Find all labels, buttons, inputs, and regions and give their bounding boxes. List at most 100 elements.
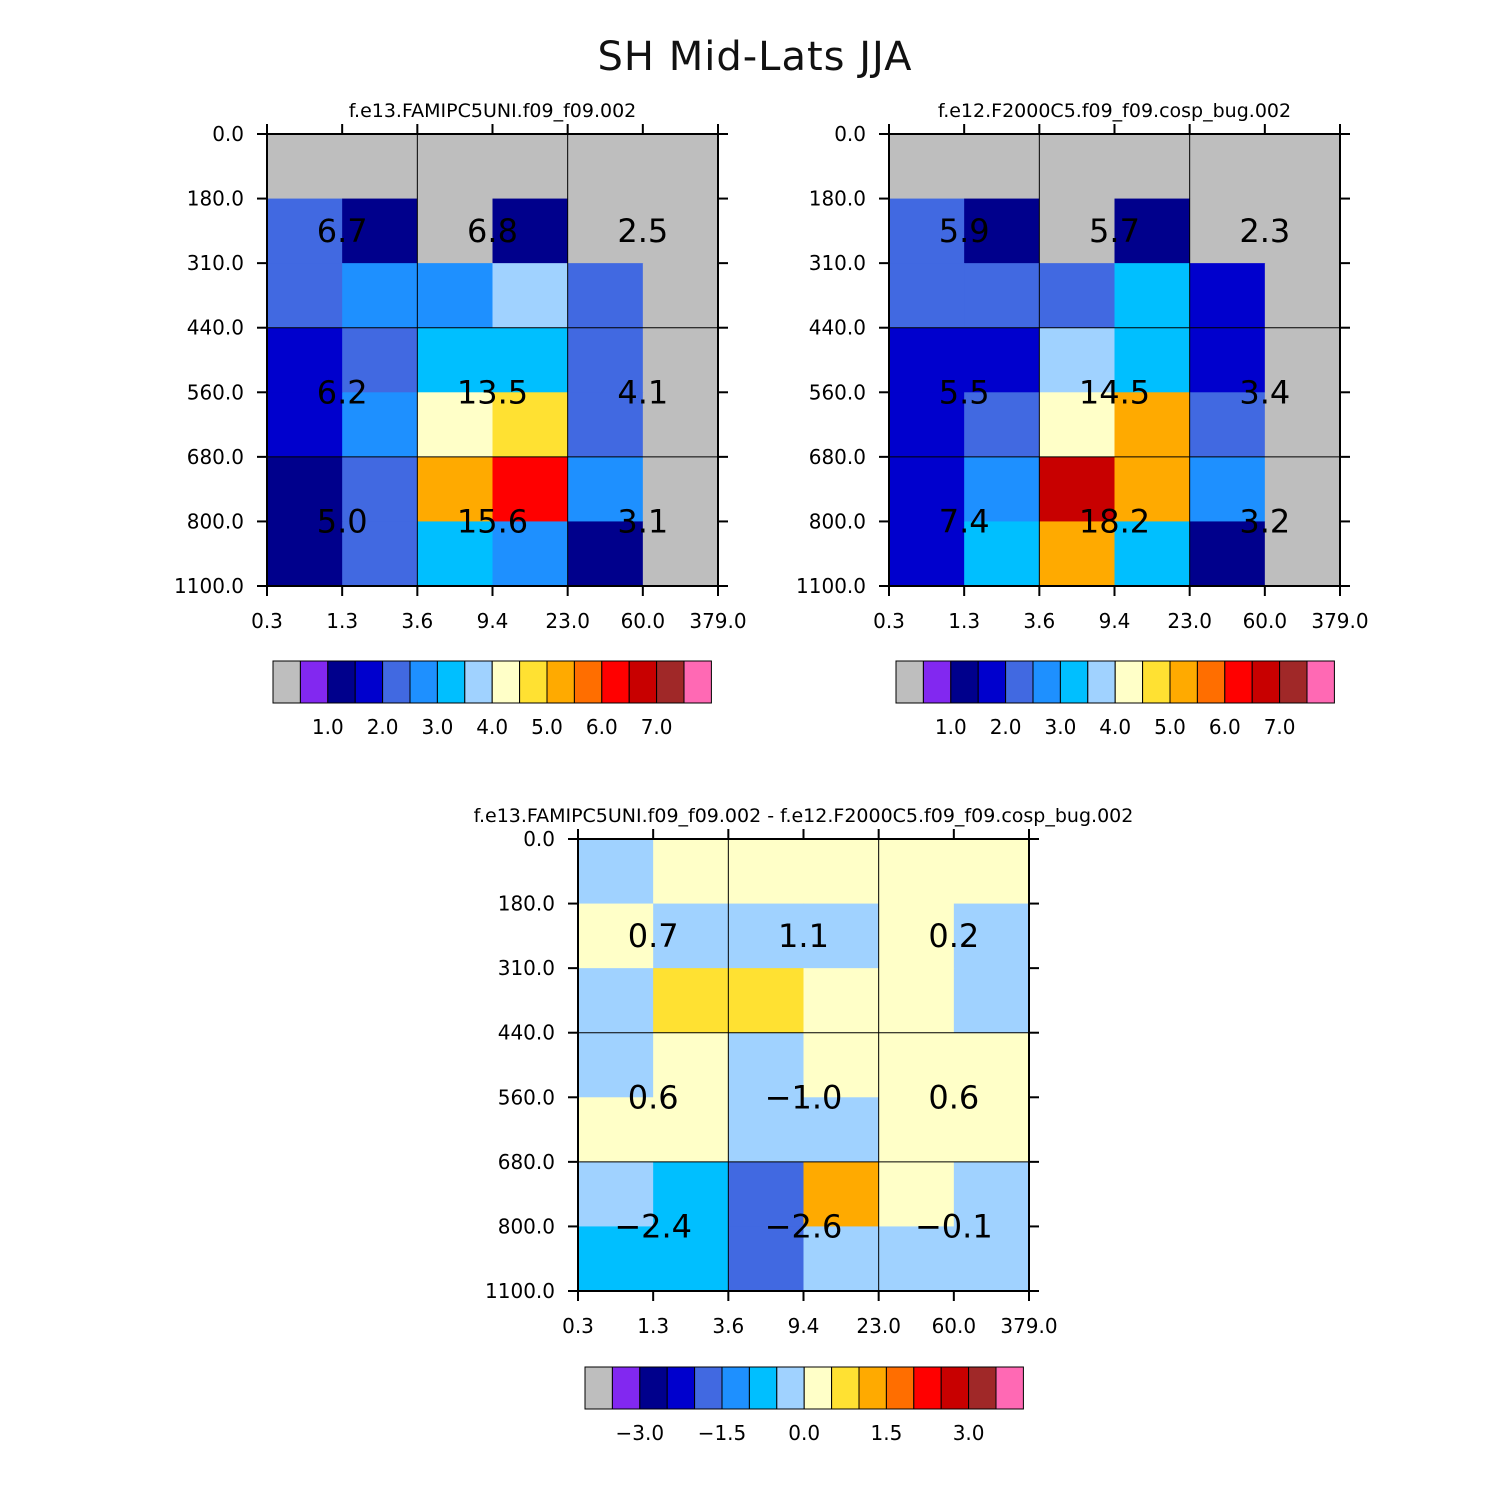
y-tick-label: 440.0 — [809, 316, 866, 340]
x-tick-label: 60.0 — [1243, 609, 1288, 633]
colorbar-label: 1.0 — [312, 715, 344, 739]
y-tick-label: 680.0 — [187, 445, 244, 469]
colorbar-label: 3.0 — [1044, 715, 1076, 739]
heatmap-cell — [653, 1032, 729, 1098]
heatmap-cell — [803, 968, 880, 1034]
heatmap-cell — [492, 198, 569, 264]
heatmap-cell — [1189, 327, 1266, 393]
heatmap-cell — [342, 456, 418, 523]
heatmap-cell — [1114, 456, 1191, 523]
heatmap-cell — [567, 456, 644, 523]
colorbar-swatch — [922, 660, 952, 704]
colorbar-swatch — [464, 660, 493, 704]
figure-title: SH Mid-Lats JJA — [597, 34, 913, 80]
heatmap-cell — [728, 903, 805, 969]
x-tick-label: 1.3 — [637, 1314, 669, 1338]
heatmap-cell — [1264, 327, 1341, 393]
x-tick-label: 23.0 — [1167, 609, 1212, 633]
heatmap-cell — [803, 839, 880, 905]
heatmap-cell — [578, 1032, 654, 1098]
colorbar-swatch — [573, 660, 603, 704]
colorbar-swatch — [1196, 660, 1226, 704]
colorbar-swatch — [831, 1366, 860, 1410]
colorbar-swatch — [327, 660, 356, 704]
heatmap-cell — [803, 903, 880, 969]
heatmap-cell — [803, 1097, 880, 1163]
heatmap-cell — [492, 392, 569, 458]
heatmap-cell — [964, 456, 1040, 523]
heatmap-cell — [578, 1097, 654, 1163]
box-value-label: 0.7 — [628, 917, 679, 955]
colorbar-swatch — [683, 660, 712, 704]
colorbar-swatch — [1005, 660, 1034, 704]
colorbar-swatch — [885, 1366, 915, 1410]
heatmap-cell — [642, 134, 719, 200]
heatmap-cell — [964, 521, 1040, 587]
x-tick-label: 379.0 — [1311, 609, 1368, 633]
heatmap-cell — [578, 839, 654, 905]
heatmap-cell — [964, 134, 1040, 200]
panel-title: f.e13.FAMIPC5UNI.f09_f09.002 - f.e12.F20… — [474, 805, 1134, 827]
box-value-label: 15.6 — [457, 502, 528, 540]
heatmap-cell — [342, 263, 418, 329]
x-tick-label: 23.0 — [545, 609, 590, 633]
x-tick-label: 379.0 — [1000, 1314, 1057, 1338]
y-tick-label: 560.0 — [187, 380, 244, 404]
colorbar-label: 4.0 — [1099, 715, 1131, 739]
heatmap-cell — [267, 263, 343, 329]
box-value-label: 1.1 — [778, 917, 829, 955]
heatmap-cell — [567, 392, 644, 458]
heatmap-cell — [1039, 456, 1116, 523]
heatmap-cell — [492, 456, 569, 523]
colorbar: 1.0 2.0 3.0 4.0 5.0 6.0 7.0 — [272, 660, 712, 739]
colorbar-swatch — [601, 660, 630, 704]
colorbar-swatch — [1142, 660, 1171, 704]
y-tick-label: 440.0 — [187, 316, 244, 340]
heatmap-cell — [267, 521, 343, 587]
heatmap-cell — [342, 392, 418, 458]
heatmap-cell — [342, 521, 418, 587]
heatmap-cell — [642, 198, 719, 264]
y-tick-label: 180.0 — [809, 187, 866, 211]
x-tick-label: 1.3 — [326, 609, 358, 633]
heatmap-cell — [953, 1097, 1030, 1163]
y-tick-label: 560.0 — [809, 380, 866, 404]
heatmap-cell — [642, 521, 719, 587]
colorbar-swatch — [1251, 660, 1281, 704]
heatmap-cell — [653, 903, 729, 969]
heatmap-cell — [728, 1097, 805, 1163]
heatmap-cell — [964, 263, 1040, 329]
x-tick-label: 0.3 — [562, 1314, 594, 1338]
colorbar-swatch — [895, 660, 924, 704]
heatmap-cell — [653, 1161, 729, 1228]
y-tick-label: 180.0 — [187, 187, 244, 211]
y-tick-label: 800.0 — [498, 1214, 555, 1238]
colorbar-label: 0.0 — [788, 1421, 820, 1445]
colorbar-swatch — [639, 1366, 668, 1410]
colorbar-swatch — [721, 1366, 750, 1410]
colorbar: −3.0 −1.5 0.0 1.5 3.0 — [584, 1366, 1024, 1445]
box-value-label: 3.4 — [1239, 373, 1290, 411]
heatmap-cell — [1264, 263, 1341, 329]
panel-2: 0.0 180.0 310.0 440.0 560.0 680.0 800.0 1100.0 0… — [796, 100, 1369, 739]
colorbar: 1.0 2.0 3.0 4.0 5.0 6.0 7.0 — [895, 660, 1335, 739]
colorbar-swatch — [628, 660, 658, 704]
heatmap-cell — [1189, 263, 1266, 329]
heatmap-cell — [889, 521, 965, 587]
box-value-label: −0.1 — [915, 1207, 993, 1245]
heatmap-cell — [1114, 327, 1191, 393]
y-tick-label: 800.0 — [809, 509, 866, 533]
heatmap-cell — [1264, 392, 1341, 458]
heatmap-cell — [567, 521, 644, 587]
heatmap-cell — [1039, 521, 1116, 587]
y-tick-label: 1100.0 — [485, 1279, 555, 1303]
colorbar-label: 2.0 — [367, 715, 399, 739]
heatmap-cell — [267, 198, 343, 264]
heatmap-cell — [492, 134, 569, 200]
heatmap-cell — [1039, 198, 1116, 264]
heatmap-cell — [492, 327, 569, 393]
y-tick-label: 310.0 — [498, 956, 555, 980]
x-tick-label: 60.0 — [621, 609, 666, 633]
colorbar-swatch — [1087, 660, 1116, 704]
